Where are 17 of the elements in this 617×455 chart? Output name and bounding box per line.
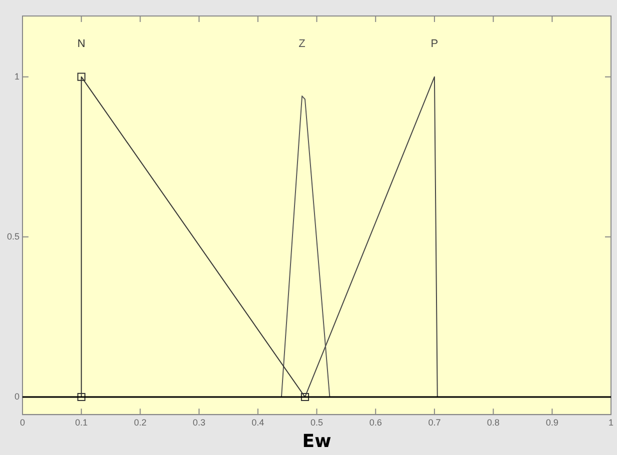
y-tick-label: 0 bbox=[14, 391, 20, 402]
text: N bbox=[77, 38, 86, 50]
x-tick-label: 0.4 bbox=[252, 417, 264, 428]
x-tick-label: 0.5 bbox=[310, 417, 324, 428]
text: Z bbox=[298, 38, 306, 50]
y-tick-label: 0.5 bbox=[6, 231, 20, 242]
x-axis-title: Ew bbox=[302, 430, 332, 452]
x-tick-label: 1 bbox=[608, 417, 614, 428]
y-tick-label: 1 bbox=[14, 71, 20, 82]
x-tick-label: 0.7 bbox=[428, 417, 441, 428]
x-tick-label: 0.6 bbox=[369, 417, 382, 428]
x-tick-label: 0.1 bbox=[75, 417, 88, 428]
x-tick-label: 0.3 bbox=[192, 417, 206, 428]
x-tick-label: 0.9 bbox=[546, 417, 558, 428]
text: P bbox=[430, 38, 438, 50]
x-tick-label: 0.2 bbox=[134, 417, 146, 428]
x-tick-label: 0.8 bbox=[487, 417, 500, 428]
